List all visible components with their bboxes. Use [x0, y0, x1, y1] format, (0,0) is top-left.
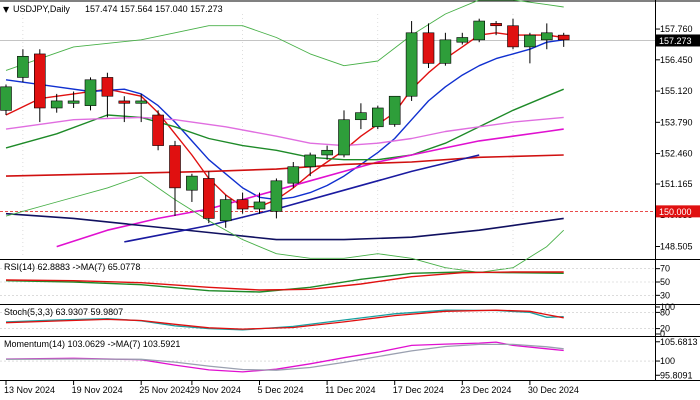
rsi-label: RSI(14) 62.8883 ->MA(7) 65.0778: [4, 262, 140, 272]
time-tick-label: 13 Nov 2024: [4, 385, 55, 395]
price-tick-label: 152.460: [660, 149, 693, 159]
time-tick-label: 11 Dec 2024: [325, 385, 375, 395]
level-tag: 150.000: [659, 207, 692, 217]
bull-candle: [322, 150, 333, 155]
bear-candle: [558, 35, 569, 40]
price-tick-label: 153.790: [660, 117, 693, 127]
current-price-tag: 157.273: [659, 36, 692, 46]
bull-candle: [355, 113, 366, 120]
bull-candle: [254, 202, 265, 209]
bull-candle: [389, 96, 400, 124]
panel-tick-label: 50: [660, 277, 670, 287]
stoch-label: Stoch(5,3,3) 63.9307 59.9807: [4, 307, 123, 317]
panel-tick-label: 70: [660, 264, 670, 274]
bull-candle: [17, 56, 28, 77]
price-tick-label: 148.505: [660, 241, 693, 251]
time-axis: 13 Nov 2024 19 Nov 2024 25 Nov 2024 29 Nov …: [4, 381, 579, 395]
time-tick-label: 5 Dec 2024: [258, 385, 304, 395]
indicator-line: [6, 155, 564, 176]
bear-candle: [203, 178, 214, 218]
bear-candle: [102, 77, 113, 96]
price-tick-label: 157.760: [660, 24, 693, 34]
panel-tick-label: 95.8091: [660, 370, 693, 380]
bull-candle: [186, 176, 197, 190]
bear-candle: [508, 26, 519, 47]
indicator-lines: [6, 0, 564, 272]
bull-candle: [339, 120, 350, 155]
bull-candle: [85, 80, 96, 106]
time-tick-label: 23 Dec 2024: [460, 385, 511, 395]
price-tick-label: 155.120: [660, 86, 693, 96]
time-tick-label: 17 Dec 2024: [393, 385, 444, 395]
panel-tick-label: 100: [660, 356, 675, 366]
bull-candle: [457, 37, 468, 42]
bull-candle: [136, 101, 147, 103]
bear-candle: [119, 101, 130, 103]
panel-tick-label: 30: [660, 290, 670, 300]
bull-candle: [220, 200, 231, 221]
price-axis: 157.760 156.450 155.120 153.790 152.460 151.1…: [656, 24, 700, 251]
time-tick-label: 29 Nov 2024: [190, 385, 241, 395]
bear-candle: [170, 146, 181, 188]
bull-candle: [372, 108, 383, 127]
dropdown-triangle-icon[interactable]: ▼: [3, 5, 10, 14]
indicator-line: [6, 176, 564, 272]
time-tick-label: 19 Nov 2024: [72, 385, 123, 395]
bear-candle: [237, 200, 248, 209]
bull-candle: [524, 35, 535, 47]
momentum-label: Momentum(14) 103.0629 ->MA(7) 103.5921: [4, 339, 180, 349]
bull-candle: [541, 33, 552, 40]
panel-tick-label: 80: [660, 307, 670, 317]
bull-candle: [288, 167, 299, 183]
bull-candle: [271, 181, 282, 212]
price-tick-label: 156.450: [660, 55, 693, 65]
time-tick-label: 25 Nov 2024: [139, 385, 190, 395]
bear-candle: [491, 23, 502, 25]
bull-candle: [440, 40, 451, 63]
bull-candle: [51, 101, 62, 108]
bull-candle: [474, 21, 485, 40]
bull-candle: [305, 155, 316, 167]
bear-candle: [34, 54, 45, 108]
ohlc-values: 157.474 157.564 157.040 157.273: [85, 4, 223, 14]
price-tick-label: 151.165: [660, 179, 693, 189]
bull-candle: [68, 101, 79, 103]
bear-candle: [423, 33, 434, 64]
bull-candle: [1, 87, 12, 110]
time-tick-label: 30 Dec 2024: [528, 385, 579, 395]
bull-candle: [406, 33, 417, 96]
indicator-series-line: [6, 272, 564, 290]
panel-tick-label: 105.6813: [660, 337, 698, 347]
symbol-timeframe: USDJPY,Daily: [13, 4, 70, 14]
bear-candle: [153, 115, 164, 146]
